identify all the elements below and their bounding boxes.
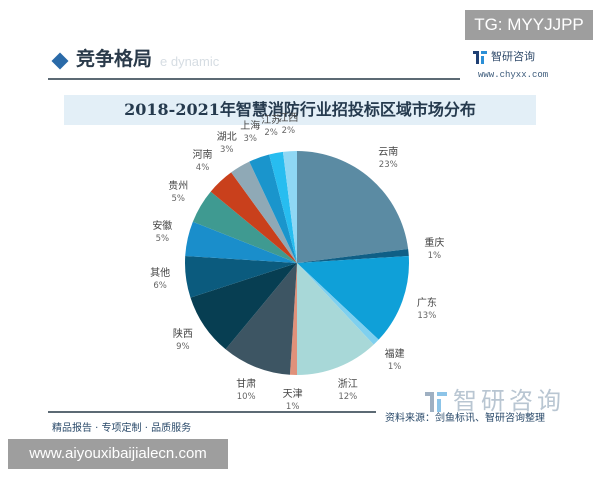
watermark-logo-icon — [425, 392, 447, 412]
slice-category: 安徽 — [152, 220, 173, 232]
slice-category: 天津 — [282, 388, 303, 400]
pie-slice-label: 浙江 12% — [338, 379, 358, 403]
brand-logo: 智研咨询 — [473, 48, 535, 64]
slice-percent: 6% — [153, 281, 167, 292]
footer-tagline: 精品报告 · 专项定制 · 品质服务 — [52, 423, 192, 434]
footer-divider — [48, 411, 376, 413]
slice-percent: 12% — [338, 392, 358, 403]
brand-logo-icon — [473, 50, 487, 64]
slice-percent: 9% — [176, 341, 190, 352]
slice-category: 其他 — [150, 268, 171, 280]
slice-percent: 1% — [427, 251, 442, 261]
source-note: 资料来源：剑鱼标讯、智研咨询整理 — [385, 413, 545, 424]
slice-percent: 1% — [387, 361, 402, 372]
pie-slice — [282, 151, 297, 263]
section-title: 竞争格局 — [76, 48, 153, 70]
slice-percent: 1% — [285, 401, 300, 412]
pie-slice-label: 安徽 5% — [152, 221, 172, 245]
url-watermark-badge: www.aiyouxibaijialecn.com — [8, 439, 228, 469]
pie-slice — [297, 248, 409, 263]
pie-slice-label: 天津 1% — [283, 389, 303, 413]
pie-slice — [225, 263, 297, 375]
slice-category: 重庆 — [424, 238, 445, 249]
pie-slice — [185, 255, 297, 298]
pie-slice — [190, 263, 297, 350]
pie-slice-label: 贵州 5% — [168, 181, 188, 205]
pie-slice-label: 云南 23% — [378, 147, 398, 171]
slice-percent: 5% — [171, 193, 185, 204]
slice-category: 上海 — [240, 121, 261, 133]
slice-category: 浙江 — [337, 379, 358, 391]
chart-title: 2018-2021年智慧消防行业招投标区域市场分布 — [124, 100, 476, 119]
slice-category: 广东 — [416, 297, 437, 309]
slice-percent: 2% — [281, 126, 296, 137]
slice-percent: 2% — [264, 128, 278, 139]
pie-slice — [297, 263, 379, 345]
slice-percent: 23% — [378, 160, 398, 171]
pie-slice — [210, 172, 297, 263]
slice-category: 甘肃 — [236, 379, 257, 391]
tg-watermark-badge: TG: MYYJJPP — [465, 10, 593, 40]
pie-slice-label: 江苏 2% — [261, 115, 281, 139]
pie-slice — [297, 263, 374, 375]
slice-percent: 4% — [195, 163, 210, 174]
pie-slice-label: 甘肃 10% — [236, 379, 256, 403]
slice-category: 江西 — [278, 113, 299, 125]
pie-slice-label: 湖北 3% — [217, 132, 237, 156]
pie-slice — [185, 221, 297, 263]
pie-slice-label: 上海 3% — [240, 121, 260, 145]
pie-slice — [289, 263, 297, 375]
pie-slice — [297, 151, 409, 263]
pie-slice — [297, 255, 409, 340]
slice-category: 陕西 — [172, 328, 193, 340]
watermark-text: 智研咨询 — [453, 387, 565, 415]
pie-slice-label: 广东 13% — [417, 298, 437, 322]
slice-percent: 3% — [243, 134, 258, 145]
brand-logo-url: www.chyxx.com — [478, 70, 549, 80]
brand-logo-name: 智研咨询 — [491, 50, 535, 63]
pie-slice-label: 福建 1% — [385, 349, 405, 373]
pie-slice — [269, 151, 297, 263]
slice-percent: 13% — [417, 310, 437, 321]
watermark-logo: 智研咨询 — [425, 381, 565, 416]
pie-slice-label: 河南 4% — [193, 150, 213, 174]
pie-slice-label: 陕西 9% — [173, 329, 193, 353]
slice-category: 云南 — [378, 147, 399, 159]
slice-category: 贵州 — [168, 180, 189, 192]
pie-slice-label: 重庆 1% — [424, 238, 444, 262]
slice-percent: 3% — [220, 145, 234, 156]
pie-slice — [231, 161, 297, 263]
ghost-subtitle: e dynamic — [160, 54, 220, 69]
pie-slice — [192, 191, 297, 263]
pie-slice-label: 其他 6% — [150, 268, 170, 292]
section-header: e dynamic 竞争格局 智研咨询 www.chyxx.com — [48, 40, 558, 86]
slice-category: 江苏 — [261, 115, 282, 127]
slice-percent: 5% — [155, 233, 170, 244]
slice-category: 湖北 — [216, 132, 237, 144]
slice-category: 河南 — [192, 150, 213, 162]
slice-category: 福建 — [384, 348, 405, 360]
header-divider — [48, 78, 460, 80]
pie-slice-label: 江西 2% — [278, 113, 298, 137]
slice-percent: 10% — [236, 392, 256, 403]
pie-slice — [249, 154, 297, 263]
chart-title-bar: 2018-2021年智慧消防行业招投标区域市场分布 — [64, 95, 536, 125]
